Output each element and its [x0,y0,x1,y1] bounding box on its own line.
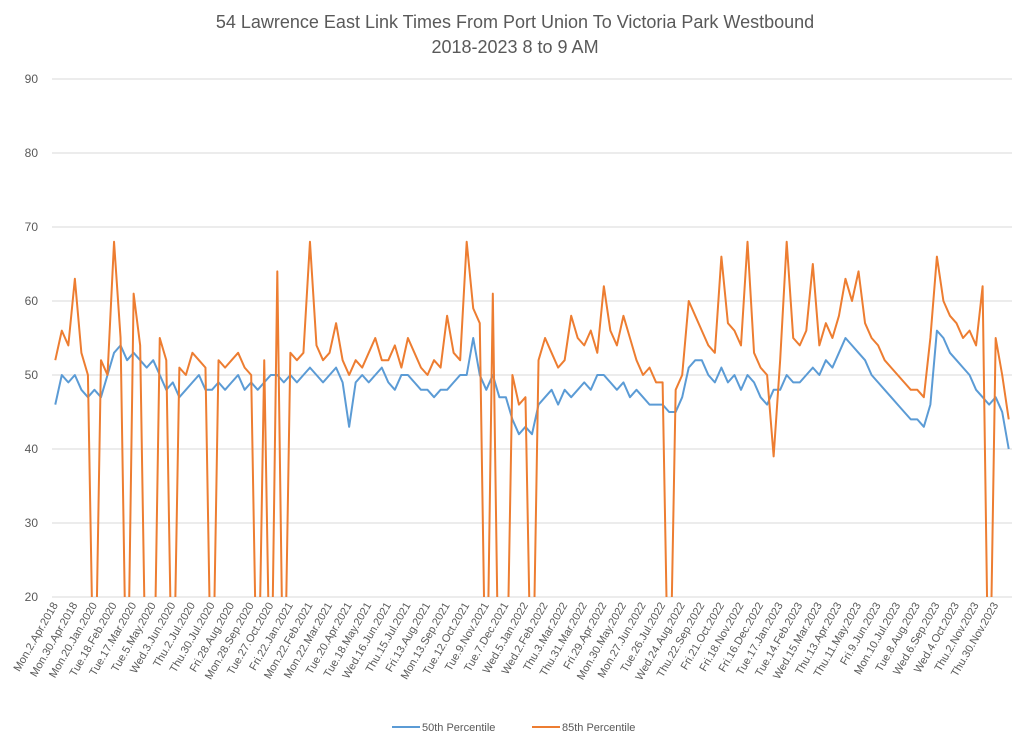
legend-label: 85th Percentile [562,722,635,734]
legend: 50th Percentile 85th Percentile [392,722,635,734]
legend-label: 50th Percentile [422,722,495,734]
y-tick-label: 50 [25,368,39,382]
y-tick-label: 90 [25,72,39,86]
chart-title: 54 Lawrence East Link Times From Port Un… [216,12,814,32]
y-tick-label: 30 [25,516,39,530]
grid: 20 30 40 50 60 70 80 90 [25,72,1012,604]
y-tick-label: 20 [25,590,39,604]
series-line [54,240,1010,597]
chart-subtitle: 2018-2023 8 to 9 AM [431,37,598,57]
y-tick-label: 60 [25,294,39,308]
x-axis: Mon.2.Apr.2018Mon.30.Apr.2018Mon.20.Jan.… [12,600,1002,682]
y-tick-label: 40 [25,442,39,456]
y-tick-label: 80 [25,146,39,160]
plot-area [54,240,1010,597]
series-line [54,329,1010,450]
y-tick-label: 70 [25,220,39,234]
